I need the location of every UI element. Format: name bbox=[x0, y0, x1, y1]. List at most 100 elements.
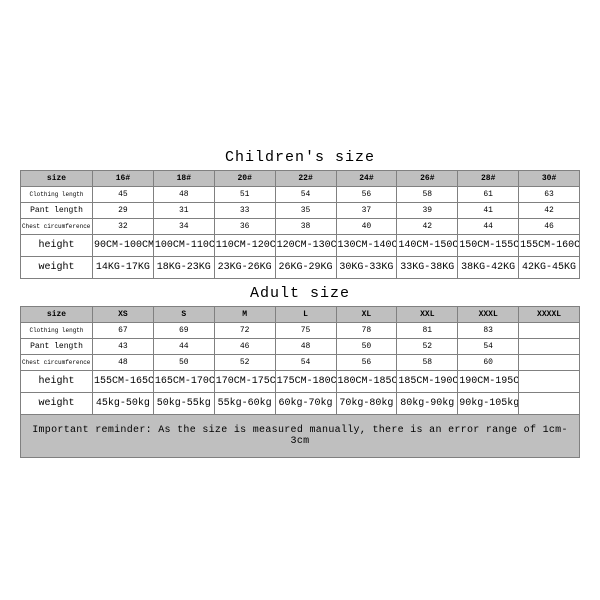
cell: 170CM-175CM bbox=[214, 370, 275, 392]
table-row: Chest circumference 1/248505254565860 bbox=[21, 354, 580, 370]
cell: 42 bbox=[397, 218, 458, 234]
cell: 42KG-45KG bbox=[519, 256, 580, 278]
row-label: height bbox=[21, 234, 93, 256]
cell: 34 bbox=[153, 218, 214, 234]
size-chart: Children's size size 16# 18# 20# 22# 24#… bbox=[20, 143, 580, 458]
cell: 45kg-50kg bbox=[93, 392, 154, 414]
table-row: Clothing length67697275788183 bbox=[21, 322, 580, 338]
col-h: 22# bbox=[275, 170, 336, 186]
cell: 155CM-160CM bbox=[519, 234, 580, 256]
cell: 23KG-26KG bbox=[214, 256, 275, 278]
cell: 81 bbox=[397, 322, 458, 338]
row-label: Clothing length bbox=[21, 322, 93, 338]
children-header-row: size 16# 18# 20# 22# 24# 26# 28# 30# bbox=[21, 170, 580, 186]
cell bbox=[519, 392, 580, 414]
cell: 50kg-55kg bbox=[153, 392, 214, 414]
cell: 75 bbox=[275, 322, 336, 338]
cell bbox=[519, 338, 580, 354]
cell: 78 bbox=[336, 322, 397, 338]
cell: 44 bbox=[153, 338, 214, 354]
cell: 31 bbox=[153, 202, 214, 218]
col-h: 20# bbox=[214, 170, 275, 186]
cell: 80kg-90kg bbox=[397, 392, 458, 414]
cell: 140CM-150CM bbox=[397, 234, 458, 256]
cell: 150CM-155CM bbox=[458, 234, 519, 256]
reminder-text: Important reminder: As the size is measu… bbox=[20, 415, 580, 458]
col-h: XL bbox=[336, 306, 397, 322]
cell bbox=[519, 354, 580, 370]
cell: 56 bbox=[336, 186, 397, 202]
col-h: 16# bbox=[93, 170, 154, 186]
cell: 45 bbox=[93, 186, 154, 202]
row-label: height bbox=[21, 370, 93, 392]
row-label: Pant length bbox=[21, 202, 93, 218]
row-label: weight bbox=[21, 256, 93, 278]
cell: 60 bbox=[458, 354, 519, 370]
cell: 155CM-165CM bbox=[93, 370, 154, 392]
cell: 38 bbox=[275, 218, 336, 234]
adult-header-row: size XS S M L XL XXL XXXL XXXXL bbox=[21, 306, 580, 322]
cell: 29 bbox=[93, 202, 154, 218]
cell: 33KG-38KG bbox=[397, 256, 458, 278]
cell: 70kg-80kg bbox=[336, 392, 397, 414]
col-h: 18# bbox=[153, 170, 214, 186]
cell: 48 bbox=[93, 354, 154, 370]
row-label: Pant length bbox=[21, 338, 93, 354]
cell: 54 bbox=[458, 338, 519, 354]
row-label: Chest circumference 1/2 bbox=[21, 354, 93, 370]
cell: 48 bbox=[275, 338, 336, 354]
cell: 41 bbox=[458, 202, 519, 218]
cell: 165CM-170CM bbox=[153, 370, 214, 392]
cell: 61 bbox=[458, 186, 519, 202]
col-h: M bbox=[214, 306, 275, 322]
adult-body: Clothing length67697275788183Pant length… bbox=[21, 322, 580, 414]
col-h: 26# bbox=[397, 170, 458, 186]
cell: 35 bbox=[275, 202, 336, 218]
table-row: weight14KG-17KG18KG-23KG23KG-26KG26KG-29… bbox=[21, 256, 580, 278]
cell: 30KG-33KG bbox=[336, 256, 397, 278]
cell: 175CM-180CM bbox=[275, 370, 336, 392]
cell bbox=[519, 322, 580, 338]
col-h: 28# bbox=[458, 170, 519, 186]
cell: 67 bbox=[93, 322, 154, 338]
cell: 42 bbox=[519, 202, 580, 218]
cell: 50 bbox=[336, 338, 397, 354]
cell: 39 bbox=[397, 202, 458, 218]
adult-size-label: size bbox=[21, 306, 93, 322]
cell bbox=[519, 370, 580, 392]
cell: 190CM-195CM bbox=[458, 370, 519, 392]
cell: 51 bbox=[214, 186, 275, 202]
cell: 110CM-120CM bbox=[214, 234, 275, 256]
adult-title: Adult size bbox=[20, 279, 580, 306]
cell: 48 bbox=[153, 186, 214, 202]
table-row: Chest circumference 1/23234363840424446 bbox=[21, 218, 580, 234]
adult-table: size XS S M L XL XXL XXXL XXXXL Clothing… bbox=[20, 306, 580, 415]
col-h: XXL bbox=[397, 306, 458, 322]
children-size-label: size bbox=[21, 170, 93, 186]
cell: 90CM-100CM bbox=[93, 234, 154, 256]
cell: 50 bbox=[153, 354, 214, 370]
cell: 18KG-23KG bbox=[153, 256, 214, 278]
cell: 52 bbox=[214, 354, 275, 370]
col-h: XS bbox=[93, 306, 154, 322]
cell: 185CM-190CM bbox=[397, 370, 458, 392]
col-h: 30# bbox=[519, 170, 580, 186]
cell: 52 bbox=[397, 338, 458, 354]
table-row: height155CM-165CM165CM-170CM170CM-175CM1… bbox=[21, 370, 580, 392]
row-label: Clothing length bbox=[21, 186, 93, 202]
cell: 43 bbox=[93, 338, 154, 354]
cell: 58 bbox=[397, 186, 458, 202]
col-h: S bbox=[153, 306, 214, 322]
cell: 100CM-110CM bbox=[153, 234, 214, 256]
cell: 37 bbox=[336, 202, 397, 218]
cell: 26KG-29KG bbox=[275, 256, 336, 278]
table-row: height90CM-100CM100CM-110CM110CM-120CM12… bbox=[21, 234, 580, 256]
cell: 60kg-70kg bbox=[275, 392, 336, 414]
cell: 55kg-60kg bbox=[214, 392, 275, 414]
table-row: Pant length2931333537394142 bbox=[21, 202, 580, 218]
cell: 36 bbox=[214, 218, 275, 234]
cell: 180CM-185CM bbox=[336, 370, 397, 392]
children-table: size 16# 18# 20# 22# 24# 26# 28# 30# Clo… bbox=[20, 170, 580, 279]
col-h: 24# bbox=[336, 170, 397, 186]
cell: 54 bbox=[275, 354, 336, 370]
